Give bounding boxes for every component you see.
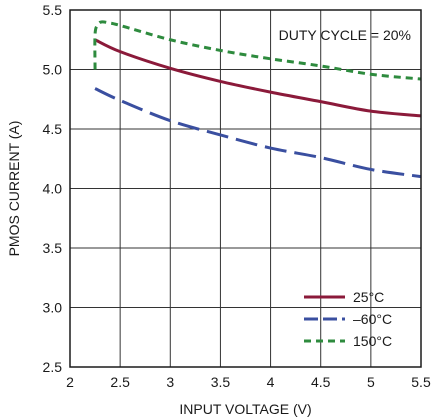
- x-tick-label: 2: [66, 374, 74, 390]
- duty-cycle-annotation: DUTY CYCLE = 20%: [279, 27, 411, 43]
- x-tick-label: 2.5: [110, 374, 130, 390]
- y-tick-label: 5.5: [43, 2, 63, 18]
- y-tick-labels: 2.5 3.0 3.5 4.0 4.5 5.0 5.5: [43, 2, 63, 375]
- x-tick-label: 3: [166, 374, 174, 390]
- series-line-2: [93, 20, 422, 81]
- x-tick-labels: 2 2.5 3 3.5 4 4.5 5 5.5: [66, 374, 431, 390]
- x-tick-label: 4.5: [311, 374, 331, 390]
- y-tick-label: 3.0: [43, 300, 63, 316]
- y-tick-label: 4.0: [43, 181, 63, 197]
- y-tick-label: 4.5: [43, 121, 63, 137]
- y-axis-label: PMOS CURRENT (A): [6, 121, 22, 257]
- y-tick-label: 5.0: [43, 62, 63, 78]
- grid: [70, 10, 421, 367]
- y-tick-label: 2.5: [43, 359, 63, 375]
- series-line-1: [94, 87, 422, 179]
- y-tick-label: 3.5: [43, 240, 63, 256]
- plot-frame: [69, 9, 422, 368]
- series-layer: [93, 20, 422, 179]
- x-tick-label: 3.5: [211, 374, 231, 390]
- legend-label-0: 25°C: [353, 289, 384, 305]
- x-axis-label: INPUT VOLTAGE (V): [179, 401, 311, 417]
- x-tick-label: 5.5: [411, 374, 431, 390]
- legend: 25°C –60°C 150°C: [304, 289, 392, 349]
- series-line-0: [94, 38, 422, 118]
- legend-label-1: –60°C: [353, 311, 392, 327]
- x-tick-label: 4: [267, 374, 275, 390]
- legend-label-2: 150°C: [353, 333, 392, 349]
- x-tick-label: 5: [367, 374, 375, 390]
